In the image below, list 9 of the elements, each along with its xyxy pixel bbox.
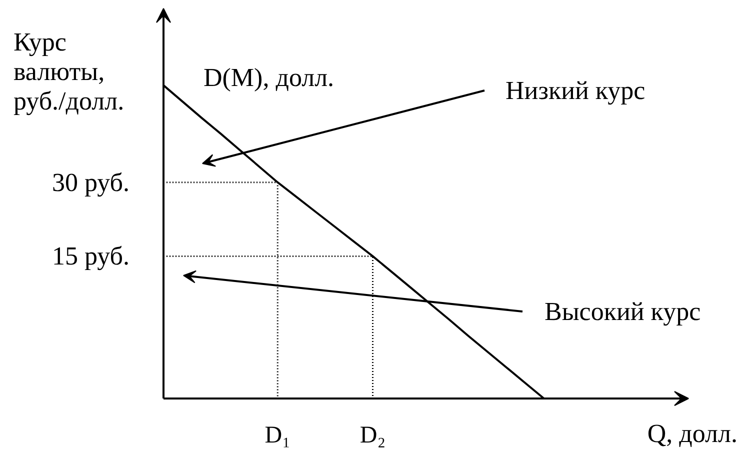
x-tick-label: D₁ <box>264 422 290 448</box>
y-tick-label: 15 руб. <box>52 242 130 271</box>
series-label: D(M), долл. <box>204 62 334 92</box>
x-tick-label: D₂ <box>360 422 386 448</box>
annotation: Низкий курс <box>506 76 646 105</box>
y-axis-title: Курс валюты, руб./долл. <box>14 28 124 116</box>
y-tick-label: 30 руб. <box>52 168 130 197</box>
x-axis-title: Q, долл. <box>647 419 738 448</box>
annotation: Высокий курс <box>544 297 701 326</box>
